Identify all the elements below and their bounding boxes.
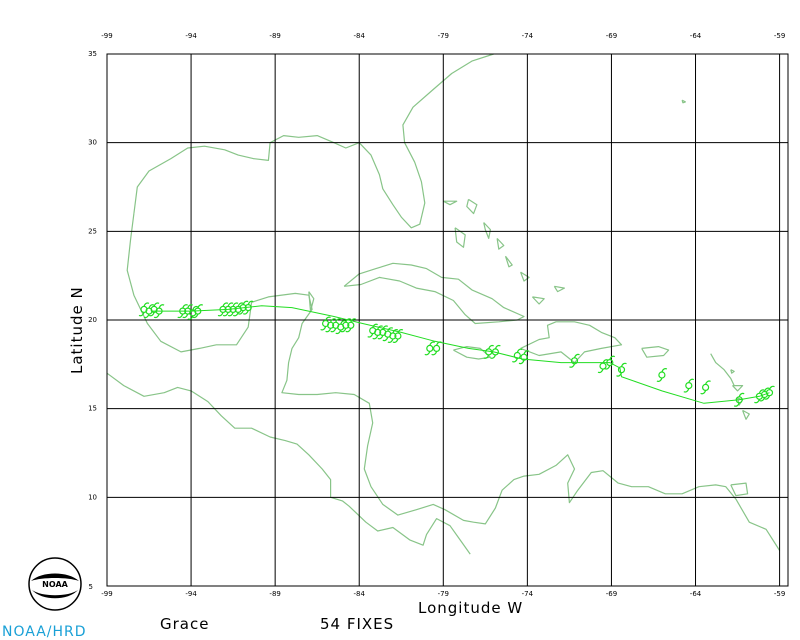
coast-bahamas-eleuthera — [483, 222, 491, 239]
coast-yucatan-islands — [308, 291, 315, 312]
fix-marker — [424, 341, 436, 356]
coast-guadeloupe — [732, 385, 744, 392]
fix-marker — [569, 353, 580, 368]
coast-martinique — [742, 409, 750, 420]
coast-turks — [553, 285, 566, 293]
x-axis-title: Longitude W — [418, 599, 523, 617]
y-tick-label: 10 — [88, 493, 97, 501]
x-tick-label-top: -64 — [690, 32, 702, 40]
fix-marker — [483, 344, 494, 359]
fix-marker — [177, 304, 188, 319]
coast-cuba — [343, 262, 525, 325]
fix-count: 54 FIXES — [320, 615, 395, 633]
fix-marker — [345, 318, 357, 333]
y-tick-label: 35 — [88, 50, 97, 58]
y-tick-label: 20 — [88, 316, 97, 324]
x-tick-label-bottom: -74 — [522, 590, 534, 598]
fix-marker — [512, 348, 523, 363]
fix-marker — [367, 323, 378, 338]
x-tick-label-top: -69 — [606, 32, 617, 40]
coastlines — [106, 53, 781, 555]
fix-marker — [320, 316, 331, 331]
fix-marker — [143, 304, 155, 319]
coast-puerto-rico — [641, 346, 670, 358]
coast-jamaica — [453, 346, 491, 360]
fix-marker — [232, 302, 244, 317]
y-axis-title: Latitude N — [68, 286, 86, 374]
agency-label: NOAA/HRD — [2, 624, 87, 640]
fix-marker — [616, 362, 627, 377]
coast-antigua — [730, 369, 735, 374]
y-tick-label: 25 — [88, 227, 97, 235]
coast-bahamas-inagua — [531, 296, 545, 305]
storm-name: Grace — [160, 615, 210, 633]
fix-marker — [242, 300, 254, 315]
coast-bahamas-andros — [454, 227, 466, 248]
fix-marker — [656, 368, 668, 382]
tick-labels: -99 -99 -94 -94 -89 -89 -84 -84 -79 -79 -74 -74 -69 -… — [88, 32, 785, 598]
x-tick-label-top: -99 — [101, 32, 112, 40]
coast-bahamas-abaco — [466, 198, 478, 215]
fix-marker — [217, 302, 229, 317]
x-tick-label-bottom: -94 — [185, 590, 197, 598]
coast-bermuda — [681, 99, 687, 104]
storm-track — [152, 305, 770, 404]
x-tick-label-bottom: -99 — [101, 590, 112, 598]
fix-markers — [138, 300, 775, 407]
fix-marker — [518, 350, 530, 365]
x-tick-label-top: -79 — [438, 32, 449, 40]
x-tick-label-bottom: -79 — [438, 590, 449, 598]
fix-marker — [138, 302, 150, 317]
fix-marker — [700, 380, 711, 395]
fix-marker — [377, 325, 389, 340]
x-tick-label-bottom: -69 — [606, 590, 617, 598]
y-tick-label-bottom: 5 — [89, 583, 93, 591]
coast-bahamas-long — [504, 255, 513, 268]
fix-marker — [392, 329, 404, 343]
track-line — [152, 305, 770, 404]
coast-bahamas-cat — [496, 237, 505, 250]
x-tick-label-top: -94 — [185, 32, 197, 40]
coast-lesser-chain — [710, 353, 735, 386]
coast-bahamas-grand — [443, 200, 458, 206]
noaa-logo: NOAA — [28, 557, 82, 611]
y-tick-label: 15 — [88, 405, 97, 413]
x-tick-label-top: -89 — [269, 32, 280, 40]
coast-trinidad — [730, 482, 749, 497]
fix-marker — [182, 304, 193, 319]
coast-hispaniola — [520, 321, 623, 364]
x-tick-label-bottom: -64 — [690, 590, 702, 598]
x-tick-label-bottom: -89 — [269, 590, 280, 598]
coast-gulf-us — [133, 53, 494, 229]
logo-text: NOAA — [42, 580, 68, 589]
coast-mexico-pacific — [106, 372, 471, 555]
x-tick-label-top: -59 — [774, 32, 785, 40]
fix-marker — [597, 359, 609, 374]
y-tick-label: 30 — [88, 139, 97, 147]
fix-marker — [431, 341, 442, 356]
coast-mexico-gulf — [126, 213, 781, 551]
fix-marker — [227, 302, 239, 317]
fix-marker — [490, 344, 501, 359]
x-tick-label-top: -84 — [354, 32, 366, 40]
x-tick-label-top: -74 — [522, 32, 534, 40]
fix-marker — [330, 318, 341, 333]
fix-marker — [222, 302, 234, 317]
x-tick-label-bottom: -59 — [774, 590, 785, 598]
x-tick-label-bottom: -84 — [354, 590, 366, 598]
fix-marker — [733, 392, 745, 407]
coast-bahamas-acklins — [520, 271, 530, 282]
fix-marker — [683, 378, 695, 393]
fix-marker — [754, 389, 765, 404]
lat-lon-grid — [106, 53, 789, 587]
